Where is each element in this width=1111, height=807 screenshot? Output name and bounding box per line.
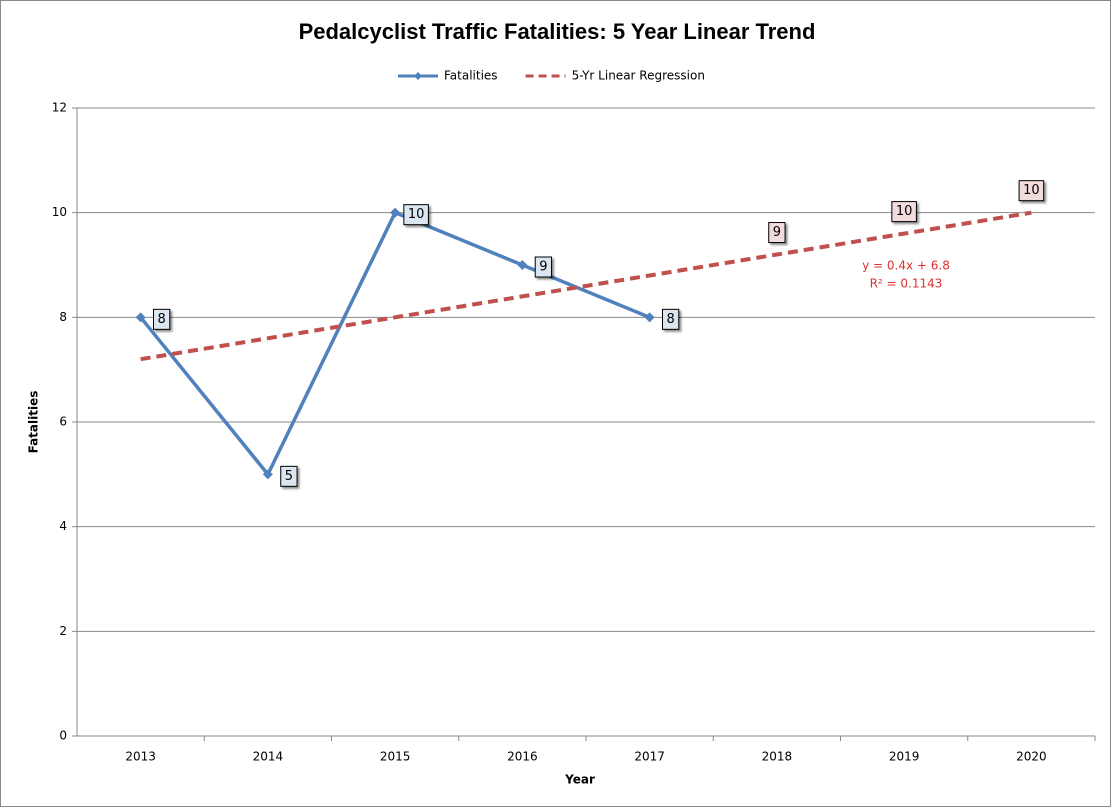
marker <box>262 469 273 480</box>
y-tick-label: 8 <box>59 310 67 324</box>
series-line <box>140 210 1032 362</box>
data-label: 9 <box>768 222 786 244</box>
trendline-equation: R² = 0.1143 <box>870 277 943 291</box>
data-label-text: 8 <box>157 312 165 327</box>
x-tick-label: 2013 <box>125 750 156 764</box>
data-label-text: 10 <box>408 207 425 222</box>
data-label: 5 <box>280 465 298 487</box>
data-label-text: 9 <box>539 260 547 275</box>
data-label-text: 8 <box>666 312 674 327</box>
data-label-box <box>403 204 429 226</box>
y-tick-label: 12 <box>52 101 67 115</box>
y-tick-label: 2 <box>59 624 67 638</box>
data-label: 10 <box>1018 180 1045 202</box>
data-label: 10 <box>403 204 429 226</box>
y-axis-title: Fatalities <box>27 391 41 454</box>
x-axis-title: Year <box>564 773 595 787</box>
trendline-equation: y = 0.4x + 6.8 <box>862 259 950 273</box>
x-tick-label: 2018 <box>762 750 793 764</box>
legend-label: Fatalities <box>444 69 498 83</box>
data-label-text: 5 <box>285 469 293 484</box>
y-tick-label: 0 <box>59 729 67 743</box>
data-label-box <box>1018 180 1045 202</box>
data-label-text: 9 <box>773 225 781 240</box>
data-label: 8 <box>152 308 171 330</box>
marker <box>517 260 528 270</box>
x-tick-label: 2020 <box>1016 750 1047 764</box>
y-tick-label: 6 <box>59 415 67 429</box>
data-label-box <box>661 308 680 330</box>
marker <box>135 312 146 323</box>
chart-title: Pedalcyclist Traffic Fatalities: 5 Year … <box>299 19 816 44</box>
marker <box>390 207 401 218</box>
x-tick-label: 2016 <box>507 750 538 764</box>
data-label-box <box>152 308 171 330</box>
data-label: 10 <box>891 201 917 223</box>
x-tick-label: 2014 <box>253 750 284 764</box>
x-tick-label: 2019 <box>889 750 920 764</box>
y-tick-label: 10 <box>52 205 67 219</box>
data-label: 9 <box>534 256 553 278</box>
legend-marker <box>414 72 422 80</box>
y-tick-label: 4 <box>59 519 67 533</box>
legend-label: 5-Yr Linear Regression <box>572 69 705 83</box>
data-label-box <box>534 256 553 278</box>
marker <box>644 312 655 323</box>
data-label-box <box>891 201 917 223</box>
data-label-text: 10 <box>896 204 913 219</box>
data-label-box <box>768 222 786 244</box>
data-label-text: 10 <box>1023 183 1040 198</box>
x-tick-label: 2015 <box>380 750 411 764</box>
x-tick-label: 2017 <box>634 750 665 764</box>
data-label-box <box>280 465 298 487</box>
data-label: 8 <box>661 308 680 330</box>
